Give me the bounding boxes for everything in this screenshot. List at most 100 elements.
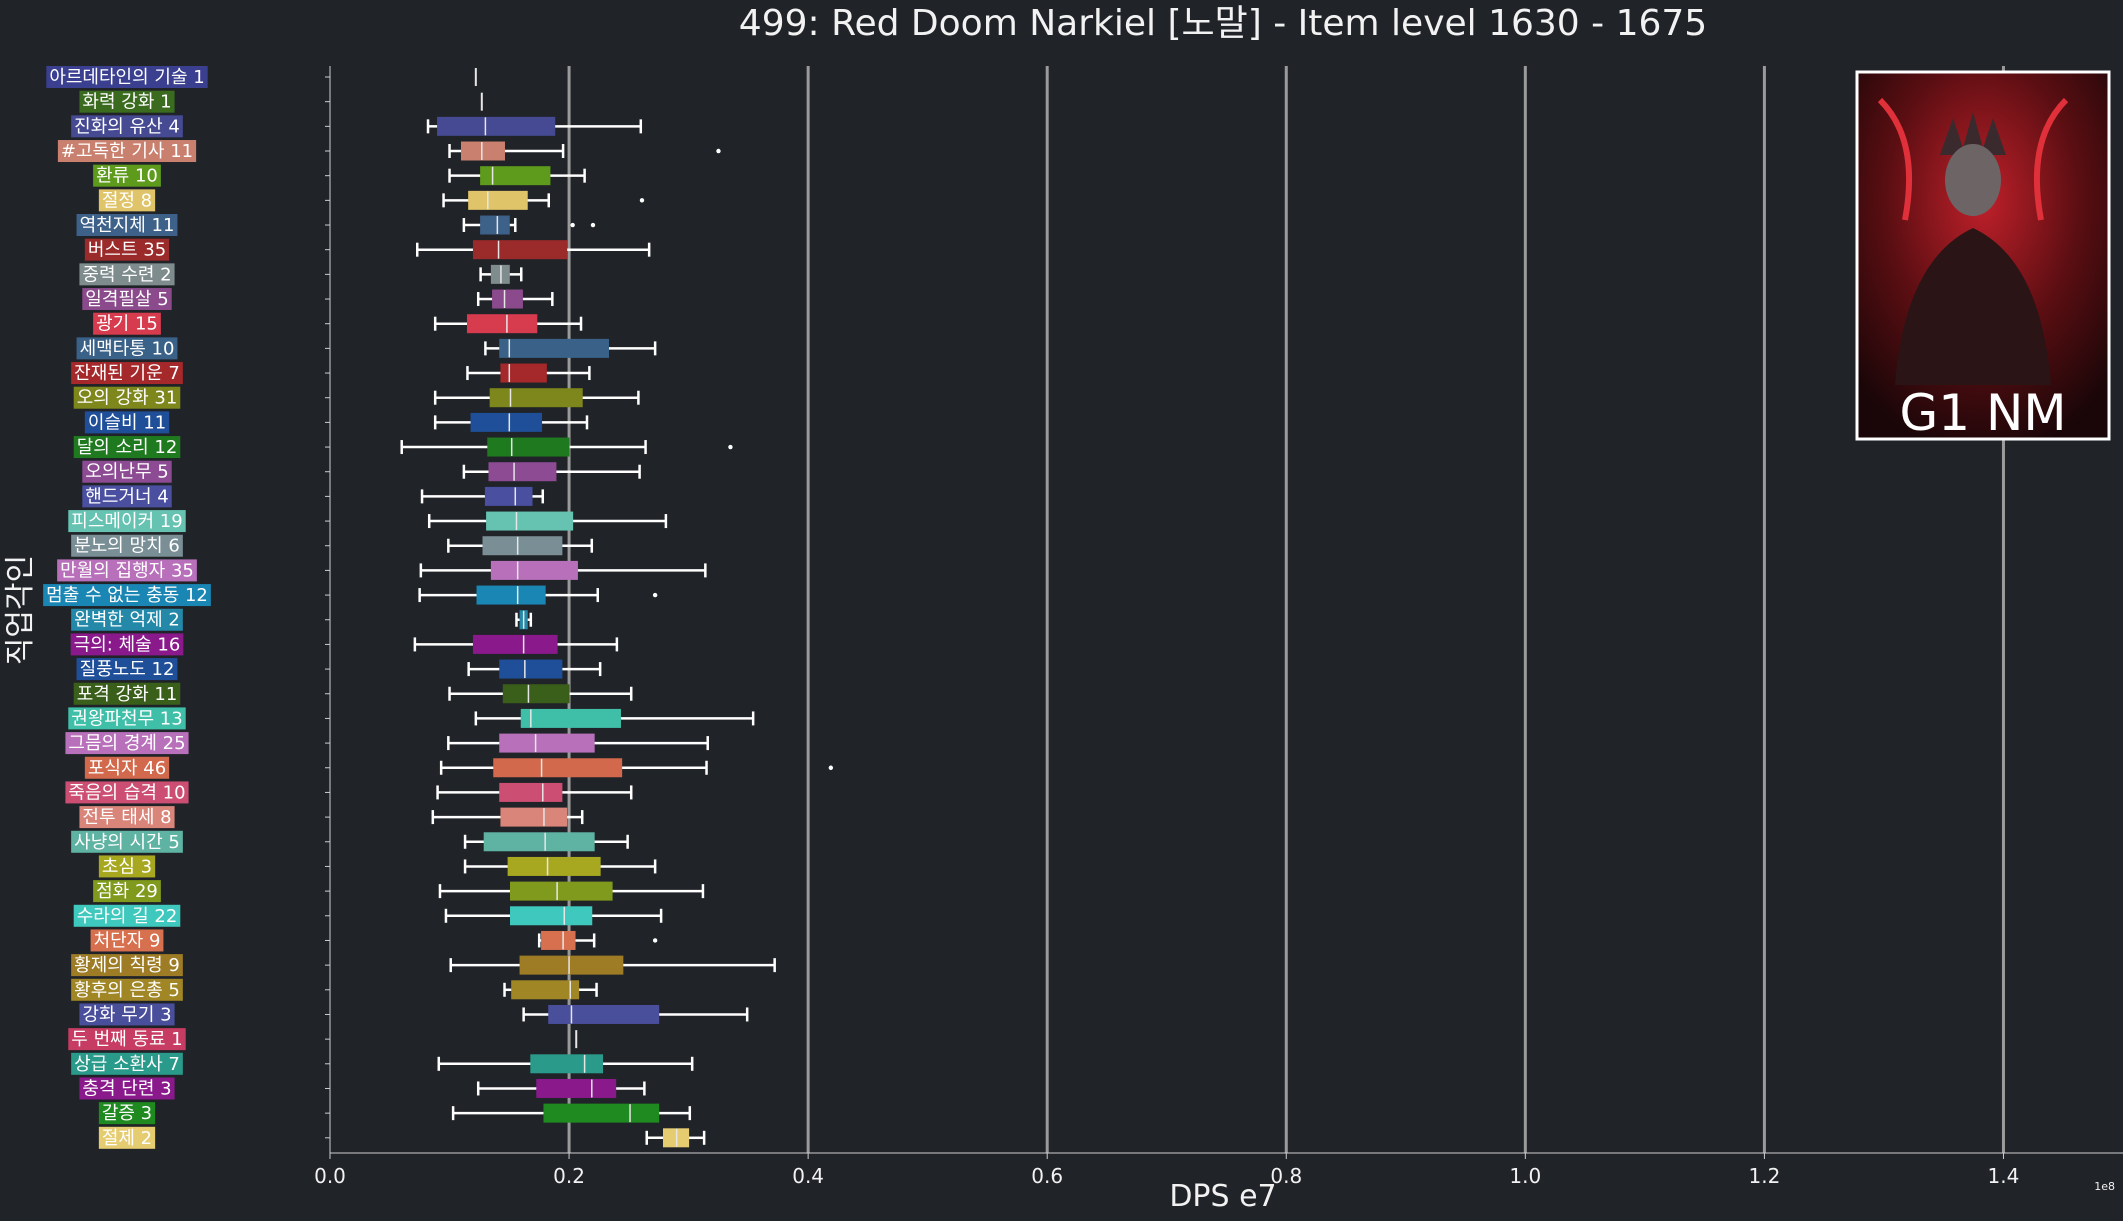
iqr-box: [499, 782, 563, 802]
category-label-text: 화력 강화 1: [82, 92, 171, 113]
box-17: [420, 486, 545, 506]
category-label-bg: [43, 584, 211, 607]
category-label-text: 초심 3: [102, 856, 152, 877]
category-label-bg: [76, 658, 178, 681]
category-label-text: 점화 29: [96, 881, 158, 902]
category-label-bg: [65, 781, 189, 804]
x-axis-ticks: 0.0 0.2 0.4 0.6 0.8 1.0 1.2 1.4: [314, 1153, 2019, 1188]
iqr-box: [520, 708, 621, 728]
category-label-bg: [71, 1052, 183, 1075]
category-label-bg: [84, 238, 170, 261]
category-label-text: 절제 2: [102, 1128, 152, 1149]
category-label-bg: [90, 929, 164, 952]
box-9: [476, 289, 554, 309]
category-label-text: 진화의 유산 4: [74, 116, 180, 137]
outlier-point: [652, 592, 658, 598]
category-label-bg: [82, 288, 172, 311]
category-label-bg: [84, 411, 170, 434]
category-label-text: 포식자 46: [88, 758, 166, 779]
x-tick-label: 1.0: [1509, 1164, 1541, 1188]
box-22: [515, 610, 533, 630]
x-axis-label: DPS e7: [1169, 1179, 1276, 1214]
category-label-bg: [73, 904, 181, 927]
box-37: [503, 980, 598, 1000]
category-label-text: 광기 15: [96, 314, 158, 335]
category-label: 피스메이커 19: [68, 510, 186, 533]
category-label: 역천지체 11: [76, 214, 178, 237]
category-label-text: 강화 무기 3: [82, 1004, 171, 1025]
category-label-bg: [79, 806, 175, 829]
iqr-box: [470, 412, 543, 432]
iqr-box: [509, 881, 613, 901]
category-label-bg: [65, 732, 189, 755]
category-label-bg: [57, 559, 197, 582]
category-label-text: 버스트 35: [88, 240, 166, 261]
outlier-point: [716, 148, 721, 154]
category-label-text: 분노의 망치 6: [74, 536, 180, 557]
outlier-point: [652, 938, 658, 943]
category-label-bg: [73, 386, 181, 409]
category-label: 분노의 망치 6: [71, 534, 183, 557]
category-label: 죽음의 습격 10: [65, 781, 189, 804]
box-7: [416, 240, 651, 260]
category-label: 포격 강화 11: [73, 682, 181, 705]
iqr-box: [493, 758, 623, 778]
iqr-box: [490, 560, 578, 580]
box-20: [419, 560, 707, 580]
box-36: [449, 955, 776, 975]
category-label: 질풍노도 12: [76, 658, 178, 681]
face-icon: [1945, 144, 2001, 216]
category-label-text: 오의 강화 31: [77, 388, 178, 409]
category-label-bg: [93, 164, 161, 187]
iqr-box: [500, 807, 568, 827]
box-18: [427, 511, 668, 531]
boss-portrait-badge: G1 NM: [1855, 70, 2111, 442]
box-23: [413, 634, 619, 654]
category-label-bg: [98, 1126, 156, 1149]
category-label-bg: [68, 510, 186, 533]
category-label-text: 세맥타통 10: [80, 338, 175, 359]
x-tick-label: 1.4: [1988, 1164, 2020, 1188]
category-label-bg: [73, 682, 181, 705]
category-label-text: 상급 소환사 7: [74, 1054, 180, 1075]
category-label-bg: [84, 756, 170, 779]
category-label: 절정 8: [98, 189, 156, 212]
category-label-text: 전투 태세 8: [82, 807, 171, 828]
category-label-text: 질풍노도 12: [80, 659, 175, 680]
box-6: [462, 215, 596, 235]
iqr-box: [476, 585, 546, 605]
y-axis-label: 직업각인: [3, 555, 38, 665]
box-21: [418, 585, 658, 605]
category-label: 절제 2: [98, 1126, 156, 1149]
box-2: [426, 116, 643, 136]
category-label-text: 중력 수련 2: [82, 264, 171, 285]
category-label: 이슬비 11: [84, 411, 170, 434]
box-24: [467, 659, 602, 679]
category-label-bg: [93, 880, 161, 903]
category-label-bg: [79, 263, 175, 286]
box-33: [438, 881, 705, 901]
box-27: [447, 733, 709, 753]
outlier-point: [828, 765, 834, 770]
box-11: [484, 338, 657, 358]
category-label-bg: [82, 485, 172, 508]
iqr-box: [548, 1004, 660, 1024]
iqr-box: [472, 240, 568, 260]
iqr-box: [499, 733, 595, 753]
category-label: 권왕파천무 13: [68, 707, 186, 730]
category-label-text: 완벽한 억제 2: [74, 610, 180, 631]
iqr-box: [488, 462, 557, 482]
category-label-text: 잔재된 기운 7: [74, 363, 180, 384]
iqr-box: [460, 141, 506, 161]
box-3: [448, 141, 721, 161]
box-15: [400, 437, 733, 457]
outlier-point: [570, 222, 575, 228]
box-34: [444, 906, 663, 926]
box-31: [463, 832, 629, 852]
category-label-text: 수라의 길 22: [77, 906, 178, 927]
box-43: [645, 1128, 706, 1148]
category-label: 초심 3: [98, 855, 156, 878]
box-25: [448, 684, 633, 704]
iqr-box: [511, 980, 580, 1000]
box-26: [474, 708, 755, 728]
